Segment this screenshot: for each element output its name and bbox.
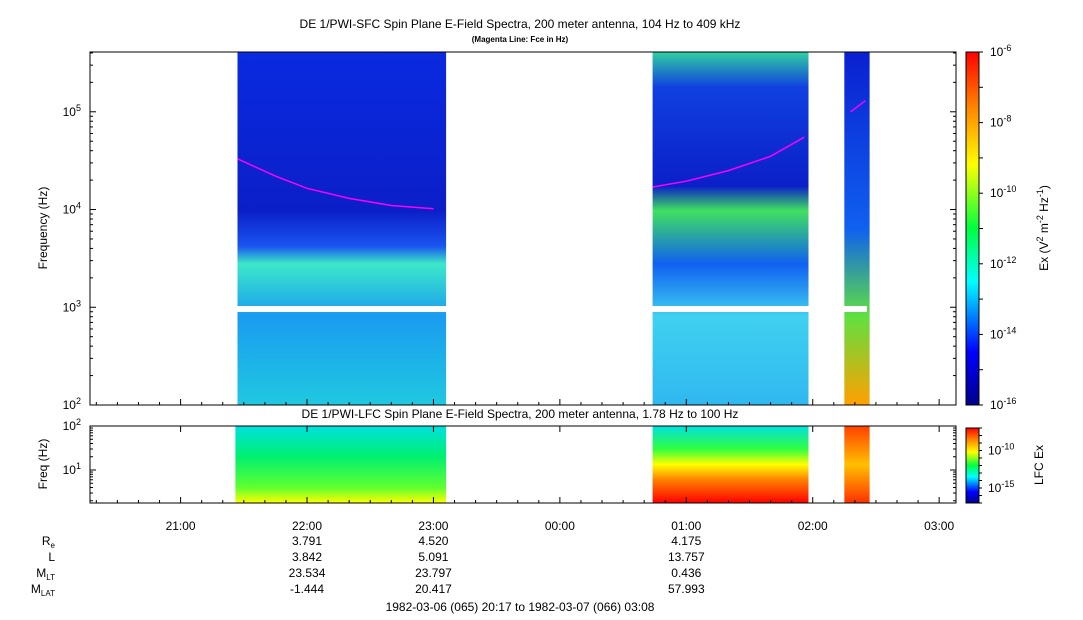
lfc-y-axis: 101 102 bbox=[63, 417, 956, 502]
ephemeris-value: 3.842 bbox=[292, 550, 322, 564]
sfc-ylabel: Frequency (Hz) bbox=[36, 187, 50, 270]
sfc-data-segments bbox=[237, 52, 870, 405]
lfc-segment bbox=[844, 426, 870, 503]
time-tick-label: 22:00 bbox=[292, 519, 322, 533]
ephemeris-value: 0.436 bbox=[671, 566, 701, 580]
lfc-colorbar-label: LFC Ex bbox=[1032, 445, 1046, 485]
lfc-cbar-tick-label: 10-10 bbox=[988, 442, 1014, 458]
ephemeris-value: 20.417 bbox=[415, 582, 452, 596]
lfc-ylabel: Freq (Hz) bbox=[36, 439, 50, 490]
ephemeris-label: MLAT bbox=[31, 582, 55, 598]
sfc-cbar-tick-label: 10-16 bbox=[990, 396, 1016, 412]
sfc-panel: 102 103 104 105 Frequency (Hz) bbox=[36, 51, 957, 412]
sfc-cbar-tick-label: 10-6 bbox=[990, 43, 1011, 59]
sfc-ytick-label: 104 bbox=[63, 201, 81, 217]
fce-line-segment bbox=[237, 158, 434, 210]
ephemeris-value: 3.791 bbox=[292, 534, 322, 548]
lfc-cbar-tick-label: 10-15 bbox=[988, 479, 1014, 495]
sfc-cbar-tick-label: 10-14 bbox=[990, 325, 1016, 341]
ephemeris-value: 4.175 bbox=[671, 534, 701, 548]
ephemeris-value: 5.091 bbox=[418, 550, 448, 564]
time-tick-label: 01:00 bbox=[671, 519, 701, 533]
lfc-title: DE 1/PWI-LFC Spin Plane E-Field Spectra,… bbox=[301, 407, 739, 421]
sfc-colorbar: 10-16 10-14 10-12 10-10 10-8 10-6 Ex (V2 m-2 … bbox=[965, 43, 1051, 412]
lfc-colorbar: 10-15 10-10 LFC Ex bbox=[965, 427, 1046, 504]
ephemeris-value: 23.534 bbox=[289, 566, 326, 580]
sfc-cbar-tick-label: 10-12 bbox=[990, 255, 1016, 271]
lfc-ytick-label: 102 bbox=[63, 417, 81, 433]
sfc-ytick-label: 105 bbox=[63, 103, 81, 119]
sfc-segment bbox=[844, 52, 870, 405]
lfc-panel: 101 102 Freq (Hz) bbox=[36, 417, 957, 504]
sfc-cbar-tick-label: 10-10 bbox=[990, 184, 1016, 200]
time-axis: 21:00 22:00 23:00 00:00 01:00 02:00 03:00 bbox=[95, 399, 954, 533]
ephemeris-label: MLT bbox=[36, 566, 55, 582]
ephemeris-label: L bbox=[48, 550, 55, 564]
sfc-cbar-tick-label: 10-8 bbox=[990, 114, 1011, 130]
fce-line-segment bbox=[850, 100, 866, 113]
ephemeris-value: 57.993 bbox=[668, 582, 705, 596]
time-tick-label: 23:00 bbox=[418, 519, 448, 533]
ephemeris-value: 23.797 bbox=[415, 566, 452, 580]
lfc-colorbar-scale bbox=[965, 427, 980, 504]
sfc-subtitle: (Magenta Line: Fce in Hz) bbox=[471, 35, 569, 44]
time-tick-label: 03:00 bbox=[924, 519, 954, 533]
sfc-y-axis: 102 103 104 105 bbox=[63, 52, 956, 412]
ephemeris-table: Re 3.791 4.520 4.175 L 3.842 5.091 13.757 MLT 23.… bbox=[31, 534, 705, 598]
fce-line-segment bbox=[652, 136, 805, 188]
sfc-band-gap-2 bbox=[232, 306, 867, 312]
sfc-colorbar-scale bbox=[965, 51, 980, 406]
ephemeris-label: Re bbox=[42, 534, 56, 550]
lfc-frame bbox=[89, 425, 957, 504]
sfc-colorbar-label: Ex (V2 m-2 Hz-1) bbox=[1035, 185, 1051, 271]
sfc-ytick-label: 102 bbox=[63, 396, 81, 412]
ephemeris-value: 13.757 bbox=[668, 550, 705, 564]
time-tick-label: 02:00 bbox=[798, 519, 828, 533]
sfc-segment bbox=[652, 52, 809, 405]
sfc-colorbar-ticks: 10-16 10-14 10-12 10-10 10-8 10-6 bbox=[979, 43, 1016, 412]
ephemeris-value: -1.444 bbox=[290, 582, 324, 596]
time-tick-label: 00:00 bbox=[545, 519, 575, 533]
sfc-frame bbox=[89, 51, 957, 406]
date-range: 1982-03-06 (065) 20:17 to 1982-03-07 (06… bbox=[385, 600, 655, 614]
lfc-data-segments bbox=[235, 426, 870, 503]
time-tick-label: 21:00 bbox=[166, 519, 196, 533]
lfc-segment bbox=[652, 426, 809, 503]
sfc-ytick-label: 103 bbox=[63, 298, 81, 314]
lfc-segment bbox=[235, 426, 447, 503]
lfc-ytick-label: 101 bbox=[63, 461, 81, 477]
sfc-segment bbox=[237, 52, 447, 405]
sfc-title: DE 1/PWI-SFC Spin Plane E-Field Spectra,… bbox=[299, 17, 741, 31]
lfc-colorbar-ticks: 10-15 10-10 bbox=[979, 427, 1014, 504]
ephemeris-value: 4.520 bbox=[418, 534, 448, 548]
